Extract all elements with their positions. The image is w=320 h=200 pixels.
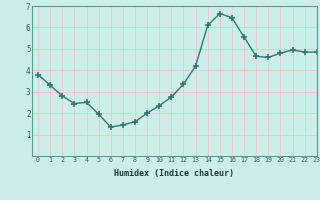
X-axis label: Humidex (Indice chaleur): Humidex (Indice chaleur) xyxy=(115,169,234,178)
